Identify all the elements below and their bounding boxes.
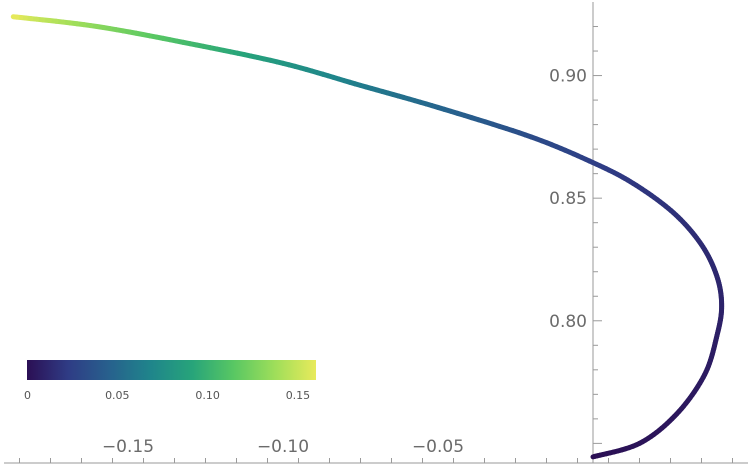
data-curve xyxy=(10,14,725,460)
axes: −0.15 −0.10 −0.05 0.80 0.85 0.90 xyxy=(4,2,748,464)
x-tick-label: −0.15 xyxy=(102,437,154,457)
colorbar-tick-label: 0.05 xyxy=(105,389,130,402)
y-tick-label: 0.85 xyxy=(549,189,587,209)
colorbar-tick-label: 0.15 xyxy=(286,389,311,402)
colorbar-tick-label: 0 xyxy=(24,389,31,402)
y-tick-label: 0.80 xyxy=(549,312,587,332)
x-tick-label: −0.10 xyxy=(257,437,309,457)
colorbar-tick-label: 0.10 xyxy=(195,389,220,402)
x-tick-label: −0.05 xyxy=(412,437,464,457)
y-tick-label: 0.90 xyxy=(549,67,587,87)
colorbar-legend: 0 0.05 0.10 0.15 xyxy=(24,360,316,402)
colorbar-gradient xyxy=(27,360,316,380)
